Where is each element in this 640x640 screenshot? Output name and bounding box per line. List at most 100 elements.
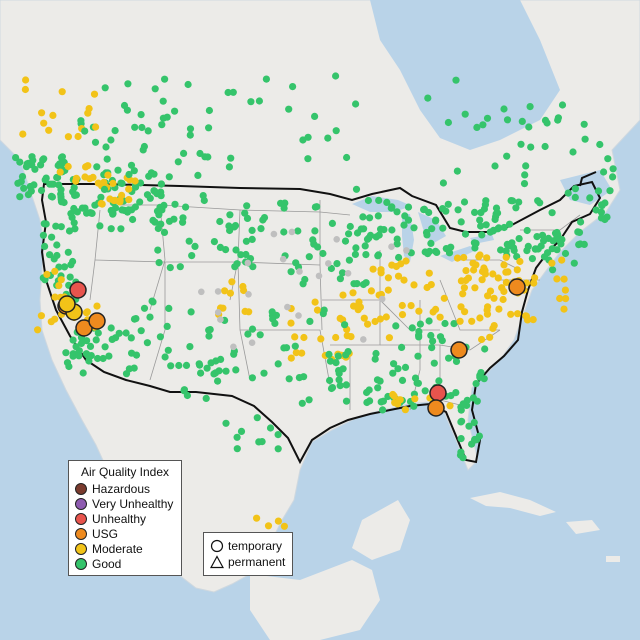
moderate-monitor (55, 282, 63, 290)
good-monitor (231, 222, 240, 230)
good-monitor (165, 173, 173, 181)
legend-label: Unhealthy (92, 512, 147, 526)
good-monitor (73, 208, 81, 216)
good-monitor (151, 85, 159, 93)
good-monitor (411, 374, 420, 382)
moderate-monitor (489, 270, 497, 278)
moderate-monitor (354, 306, 362, 314)
good-monitor (420, 205, 428, 213)
good-monitor (291, 342, 299, 350)
good-monitor (461, 110, 469, 118)
good-monitor (475, 432, 483, 440)
good-monitor (379, 406, 387, 414)
good-monitor (306, 317, 314, 325)
good-monitor (476, 373, 484, 381)
good-monitor (69, 352, 77, 360)
good-monitor (184, 80, 192, 89)
good-monitor (63, 359, 72, 367)
legend-label: temporary (228, 539, 283, 553)
good-monitor (415, 331, 423, 339)
good-monitor (541, 142, 549, 151)
no-data-monitor (214, 309, 222, 316)
good-monitor (164, 346, 172, 354)
good-monitor (305, 396, 313, 404)
good-monitor (609, 173, 617, 181)
moderate-monitor (494, 274, 502, 282)
good-monitor (353, 229, 362, 237)
good-monitor (139, 146, 147, 154)
good-monitor (125, 170, 133, 179)
good-monitor (404, 203, 413, 211)
moderate-monitor (471, 284, 479, 292)
good-monitor (352, 185, 361, 193)
moderate-monitor (364, 320, 372, 328)
good-monitor (359, 213, 367, 221)
good-monitor (311, 203, 319, 211)
moderate-monitor (411, 395, 419, 403)
good-monitor (543, 119, 551, 127)
good-monitor (260, 214, 269, 222)
good-monitor (166, 264, 174, 272)
good-monitor (435, 377, 443, 385)
good-monitor (229, 88, 237, 96)
good-monitor (274, 445, 282, 453)
moderate-monitor (402, 257, 410, 265)
moderate-monitor (425, 269, 433, 277)
good-monitor (457, 435, 465, 443)
good-monitor (465, 422, 473, 430)
good-monitor (71, 225, 79, 233)
good-monitor (197, 369, 205, 377)
good-monitor (460, 198, 469, 206)
good-monitor (52, 222, 60, 230)
legend-item-moderate: Moderate (75, 542, 143, 556)
cuba (470, 492, 556, 516)
good-monitor (506, 220, 514, 228)
good-monitor (445, 249, 454, 257)
moderate-monitor (92, 123, 100, 131)
moderate-monitor (484, 292, 492, 300)
moderate-monitor (483, 310, 492, 318)
good-monitor (398, 376, 407, 384)
moderate-monitor (464, 274, 472, 282)
good-monitor (390, 360, 398, 368)
good-monitor (111, 127, 119, 135)
good-monitor (503, 116, 512, 124)
good-monitor (371, 355, 379, 363)
good-monitor (216, 217, 224, 226)
good-monitor (105, 352, 113, 360)
good-monitor (570, 259, 578, 267)
good-monitor (248, 325, 257, 333)
moderate-monitor (502, 278, 510, 286)
good-monitor (165, 304, 173, 312)
good-monitor (18, 173, 27, 181)
good-monitor (226, 226, 234, 235)
good-monitor (232, 246, 240, 254)
good-monitor (575, 241, 583, 249)
good-monitor (150, 170, 158, 178)
moderate-monitor (513, 266, 521, 274)
moderate-monitor (43, 270, 51, 278)
moderate-monitor (385, 334, 393, 342)
good-monitor (295, 374, 303, 382)
good-monitor (366, 214, 374, 222)
good-monitor (137, 327, 145, 335)
good-monitor (179, 218, 187, 226)
good-monitor (107, 225, 115, 233)
moderate-monitor (556, 294, 564, 303)
good-monitor (160, 228, 169, 236)
moderate-monitor (462, 267, 470, 275)
good-monitor (67, 210, 75, 218)
good-monitor (520, 180, 529, 188)
moderate-monitor (57, 276, 65, 284)
good-monitor (503, 152, 511, 160)
good-monitor (118, 179, 126, 188)
good-monitor (29, 156, 37, 164)
good-monitor (65, 227, 74, 235)
no-data-monitor (344, 270, 352, 277)
moderate-monitor (548, 259, 556, 267)
moderate-monitor (478, 335, 486, 344)
good-monitor (362, 279, 370, 287)
moderate-monitor (469, 259, 477, 267)
good-monitor (244, 330, 252, 338)
moderate-monitor (499, 295, 507, 304)
